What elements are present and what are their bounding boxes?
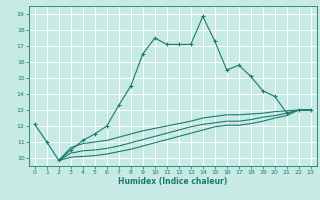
X-axis label: Humidex (Indice chaleur): Humidex (Indice chaleur) bbox=[118, 177, 228, 186]
